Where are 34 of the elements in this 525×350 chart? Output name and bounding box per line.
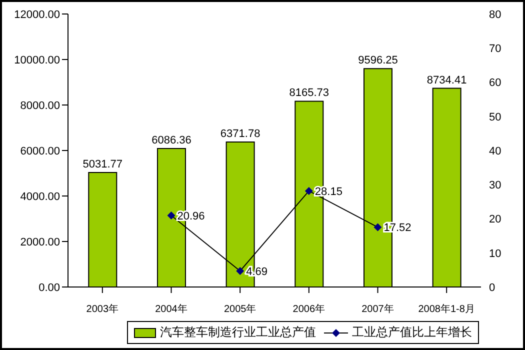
x-tick-label: 2007年	[362, 303, 394, 316]
x-tick-label: 2004年	[155, 303, 188, 316]
y2-tick-label: 0	[489, 282, 496, 294]
x-tick-label: 2005年	[224, 303, 256, 316]
y2-tick-label: 60	[489, 77, 502, 90]
x-tick-label: 2006年	[292, 303, 326, 316]
y2-tick-label: 30	[489, 180, 502, 192]
y-tick-label: 12000.00	[14, 8, 60, 21]
y-tick-label: 0.00	[38, 282, 60, 294]
point	[374, 223, 382, 232]
data-label: 6086.36	[152, 134, 192, 147]
y2-tick-label: 50	[489, 111, 502, 124]
y2-tick-label: 40	[489, 145, 502, 158]
y-tick-label: 6000.00	[20, 145, 60, 158]
point	[304, 186, 313, 195]
legend-label: 工业总产值比上年增长	[352, 324, 472, 341]
x-tick-label: 2003年	[86, 303, 119, 316]
y-tick-label: 10000.00	[14, 54, 60, 66]
data-label: 8734.41	[426, 74, 467, 86]
y-tick-label: 8000.00	[20, 100, 60, 112]
y2-tick-label: 80	[489, 8, 502, 21]
point	[167, 211, 176, 220]
data-label: 9596.25	[358, 54, 398, 67]
x-tick-label: 2008年1-8月	[418, 303, 475, 316]
data-label: 5031.77	[82, 158, 123, 171]
data-label: 8165.73	[289, 87, 330, 100]
data-label: 6371.78	[220, 128, 260, 140]
y-tick-label: 2000.00	[20, 236, 60, 248]
y2-tick-label: 70	[489, 43, 502, 56]
point	[236, 266, 244, 275]
y2-tick-label: 10	[489, 248, 502, 260]
y-tick-label: 4000.00	[20, 190, 60, 203]
legend-label: 汽车整车制造行业工业总产值	[160, 324, 316, 341]
y2-tick-label: 20	[489, 214, 502, 226]
